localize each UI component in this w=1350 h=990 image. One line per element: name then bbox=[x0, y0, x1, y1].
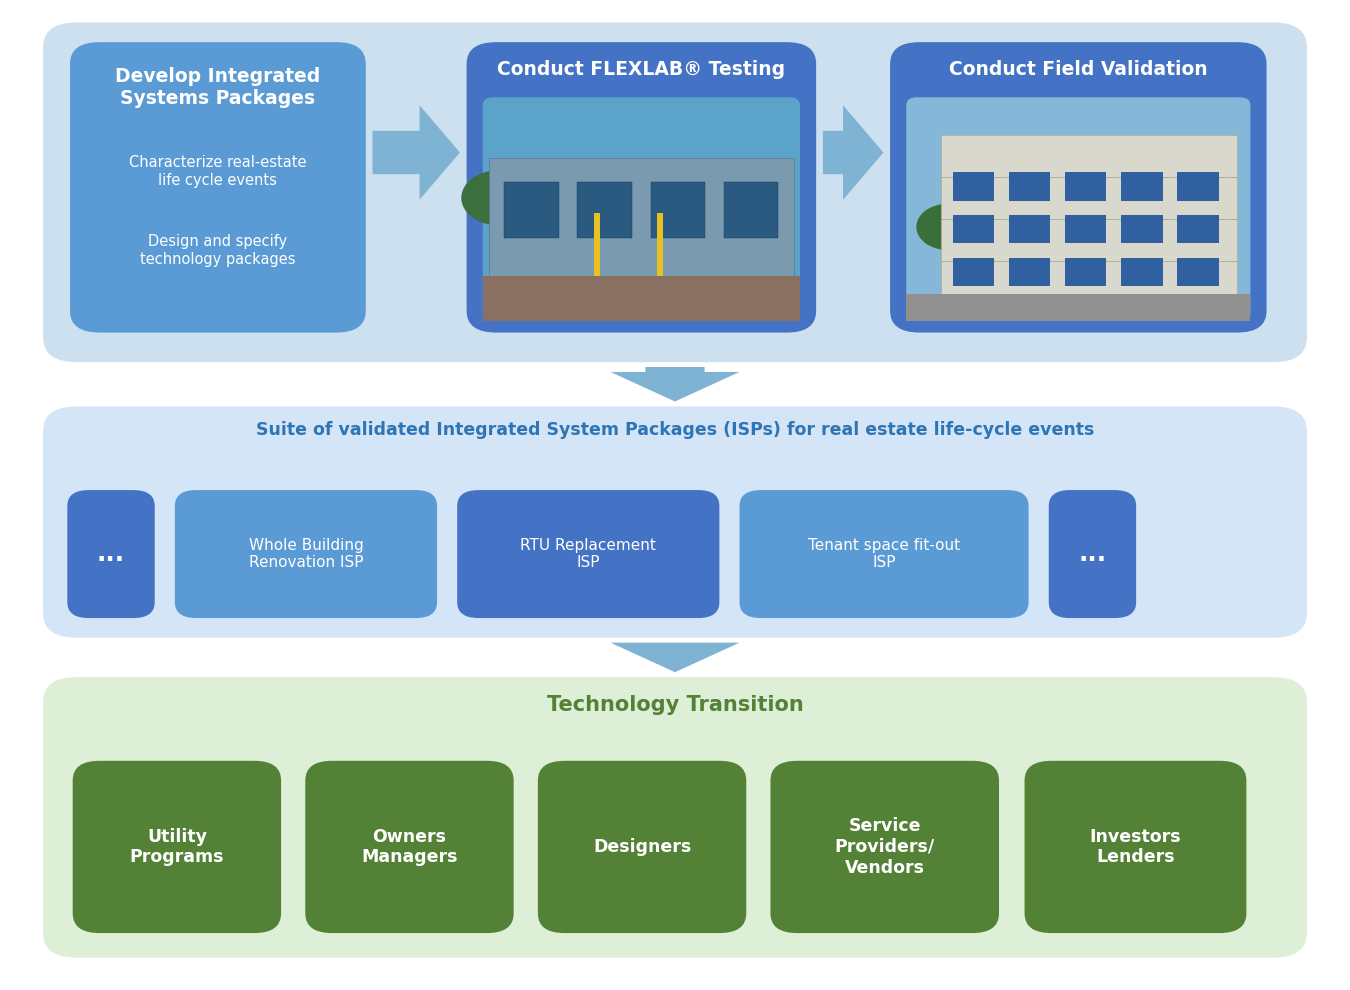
FancyBboxPatch shape bbox=[505, 182, 559, 238]
Text: Utility
Programs: Utility Programs bbox=[130, 828, 224, 866]
FancyBboxPatch shape bbox=[483, 97, 801, 321]
FancyBboxPatch shape bbox=[953, 257, 994, 286]
FancyBboxPatch shape bbox=[483, 276, 801, 321]
FancyBboxPatch shape bbox=[953, 172, 994, 201]
FancyBboxPatch shape bbox=[906, 97, 1250, 321]
FancyBboxPatch shape bbox=[43, 407, 1307, 638]
FancyBboxPatch shape bbox=[1008, 172, 1050, 201]
FancyBboxPatch shape bbox=[890, 43, 1266, 333]
Text: ...: ... bbox=[97, 543, 126, 566]
Circle shape bbox=[500, 171, 574, 225]
Text: Develop Integrated
Systems Packages: Develop Integrated Systems Packages bbox=[115, 66, 320, 108]
FancyBboxPatch shape bbox=[906, 294, 1250, 321]
FancyBboxPatch shape bbox=[953, 215, 994, 244]
FancyBboxPatch shape bbox=[537, 760, 747, 934]
FancyBboxPatch shape bbox=[1177, 257, 1219, 286]
FancyBboxPatch shape bbox=[1122, 172, 1162, 201]
Text: Suite of validated Integrated System Packages (ISPs) for real estate life-cycle : Suite of validated Integrated System Pac… bbox=[255, 421, 1095, 440]
Text: Tenant space fit-out
ISP: Tenant space fit-out ISP bbox=[809, 538, 960, 570]
FancyBboxPatch shape bbox=[489, 157, 794, 280]
FancyBboxPatch shape bbox=[73, 760, 281, 934]
Circle shape bbox=[917, 205, 977, 249]
FancyBboxPatch shape bbox=[1008, 257, 1050, 286]
Polygon shape bbox=[610, 367, 740, 402]
FancyBboxPatch shape bbox=[1122, 257, 1162, 286]
Text: Conduct Field Validation: Conduct Field Validation bbox=[949, 59, 1208, 79]
FancyBboxPatch shape bbox=[176, 490, 437, 618]
FancyBboxPatch shape bbox=[305, 760, 513, 934]
FancyBboxPatch shape bbox=[771, 760, 999, 934]
Text: Service
Providers/
Vendors: Service Providers/ Vendors bbox=[834, 817, 934, 877]
FancyBboxPatch shape bbox=[1177, 215, 1219, 244]
FancyBboxPatch shape bbox=[1177, 172, 1219, 201]
FancyBboxPatch shape bbox=[68, 490, 155, 618]
FancyBboxPatch shape bbox=[1065, 257, 1107, 286]
FancyBboxPatch shape bbox=[594, 214, 599, 276]
Polygon shape bbox=[610, 643, 740, 672]
FancyBboxPatch shape bbox=[651, 182, 705, 238]
FancyBboxPatch shape bbox=[578, 182, 632, 238]
FancyBboxPatch shape bbox=[1065, 172, 1107, 201]
Text: Designers: Designers bbox=[593, 838, 691, 856]
Circle shape bbox=[462, 171, 535, 225]
Polygon shape bbox=[824, 105, 883, 200]
Text: Owners
Managers: Owners Managers bbox=[362, 828, 458, 866]
Text: RTU Replacement
ISP: RTU Replacement ISP bbox=[520, 538, 656, 570]
Text: Whole Building
Renovation ISP: Whole Building Renovation ISP bbox=[248, 538, 363, 570]
Text: Conduct FLEXLAB® Testing: Conduct FLEXLAB® Testing bbox=[497, 59, 786, 79]
FancyBboxPatch shape bbox=[740, 490, 1029, 618]
FancyBboxPatch shape bbox=[1122, 215, 1162, 244]
Polygon shape bbox=[373, 105, 460, 200]
Circle shape bbox=[539, 171, 612, 225]
FancyBboxPatch shape bbox=[43, 23, 1307, 362]
Text: ...: ... bbox=[1079, 543, 1107, 566]
FancyBboxPatch shape bbox=[458, 490, 720, 618]
FancyBboxPatch shape bbox=[941, 136, 1237, 303]
Text: Design and specify
technology packages: Design and specify technology packages bbox=[140, 234, 296, 266]
FancyBboxPatch shape bbox=[724, 182, 779, 238]
FancyBboxPatch shape bbox=[467, 43, 817, 333]
FancyBboxPatch shape bbox=[70, 43, 366, 333]
Text: Characterize real-estate
life cycle events: Characterize real-estate life cycle even… bbox=[130, 155, 306, 188]
FancyBboxPatch shape bbox=[1049, 490, 1137, 618]
FancyBboxPatch shape bbox=[1065, 215, 1107, 244]
FancyBboxPatch shape bbox=[1025, 760, 1246, 934]
Text: Investors
Lenders: Investors Lenders bbox=[1089, 828, 1181, 866]
FancyBboxPatch shape bbox=[43, 677, 1307, 957]
FancyBboxPatch shape bbox=[657, 214, 663, 276]
FancyBboxPatch shape bbox=[1008, 215, 1050, 244]
Text: Technology Transition: Technology Transition bbox=[547, 695, 803, 715]
